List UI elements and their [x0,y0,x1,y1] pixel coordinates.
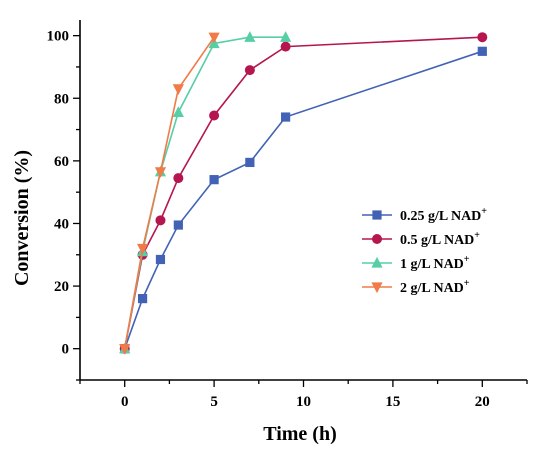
data-point [244,65,255,76]
data-point [477,32,488,43]
series-line [123,50,483,349]
x-tick-label: 10 [296,394,311,410]
y-tick-label: 20 [54,279,69,295]
x-tick-label: 0 [121,394,129,410]
data-point [136,243,149,255]
legend-marker [372,210,382,220]
data-point [137,294,148,304]
data-point [477,46,487,56]
y-axis-title: Conversion (%) [11,150,33,286]
x-tick-label: 20 [475,394,490,410]
data-point [280,31,292,42]
data-point [209,175,219,185]
x-tick-label: 5 [210,394,218,410]
legend-label: 1 g/L NAD+ [400,254,470,272]
y-tick-label: 80 [54,91,69,107]
series-4 [119,32,220,355]
data-point [245,157,255,168]
legend-marker [371,256,383,268]
legend-item: 1 g/L NAD+ [362,254,470,272]
legend-marker [372,234,382,244]
y-tick-label: 60 [54,154,69,170]
y-tick-label: 40 [54,216,69,232]
data-point [244,31,256,42]
series-line [123,36,483,349]
data-point [155,215,166,226]
legend-label: 0.25 g/L NAD+ [400,206,487,224]
legend-label: 2 g/L NAD+ [400,278,470,296]
data-point [119,344,131,355]
series-1 [120,46,487,354]
y-tick-label: 0 [62,342,70,358]
series-2 [119,32,488,354]
data-point [155,254,166,265]
legend-item: 2 g/L NAD+ [362,278,470,296]
legend-item: 0.25 g/L NAD+ [362,206,487,224]
series-line [123,36,286,349]
legend-marker [371,282,383,294]
data-point [209,110,220,121]
data-point [208,32,220,44]
x-tick-label: 15 [385,394,400,410]
data-point [172,106,184,117]
legend-label: 0.5 g/L NAD+ [400,230,480,248]
data-point [280,41,291,52]
data-point [173,173,184,184]
data-point [172,84,184,95]
y-tick-label: 100 [47,29,70,45]
data-point [173,220,183,230]
data-point [281,112,291,122]
legend-item: 0.5 g/L NAD+ [362,230,480,248]
data-point [154,167,167,178]
legend: 0.25 g/L NAD+ 0.5 g/L NAD+ 1 g/L NAD+ 2 g/L… [362,206,487,296]
x-axis-title: Time (h) [263,423,337,445]
